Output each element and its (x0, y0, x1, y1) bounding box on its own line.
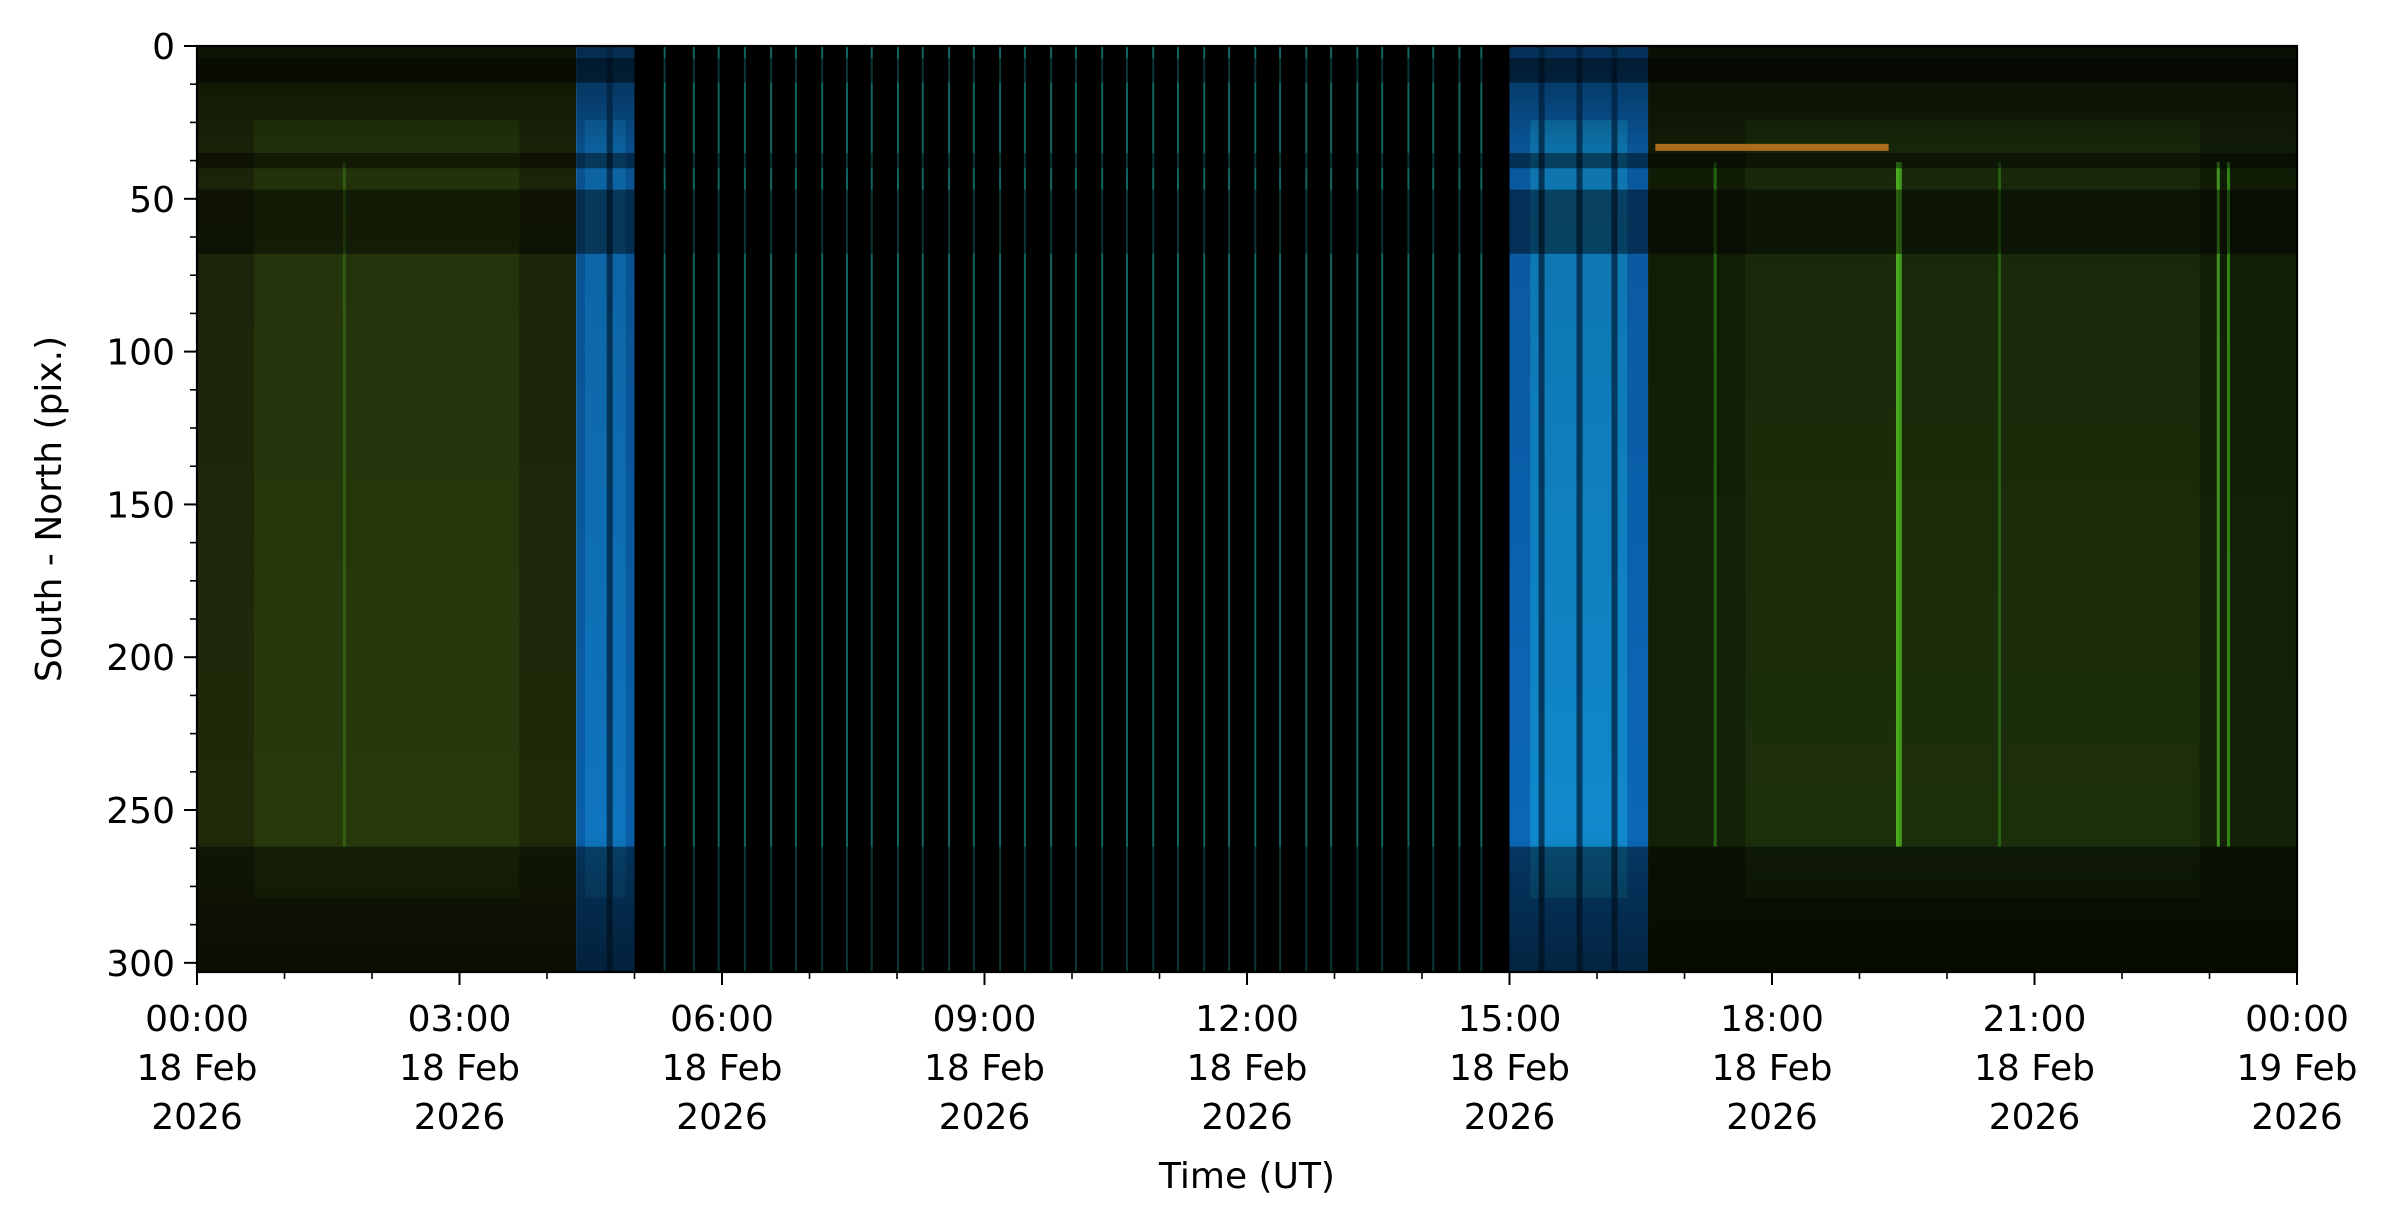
x-tick-label-5-0: 15:00 (1458, 999, 1562, 1040)
day-streak-11 (948, 46, 951, 972)
x-tick-label-2-1: 18 Feb (662, 1048, 783, 1089)
dark-band-2 (197, 189, 2297, 254)
x-tick-label-6-0: 18:00 (1720, 999, 1824, 1040)
aurora-arc-4 (1713, 162, 1717, 847)
day-streak-15 (1050, 46, 1053, 972)
day-streak-22 (1228, 46, 1231, 972)
twilight-divider-2 (1576, 46, 1583, 972)
x-tick-label-8-0: 00:00 (2245, 999, 2349, 1040)
x-tick-label-0-1: 18 Feb (137, 1048, 258, 1089)
twilight-divider-0 (606, 46, 613, 972)
day-streak-31 (1458, 46, 1461, 972)
aurora-arc-2 (2216, 162, 2220, 847)
x-tick-label-4-2: 2026 (1201, 1097, 1293, 1138)
x-tick-label-5-1: 18 Feb (1449, 1048, 1570, 1089)
plot-area (197, 46, 2297, 972)
x-tick-label-2-0: 06:00 (670, 999, 774, 1040)
x-tick-label-3-2: 2026 (939, 1097, 1031, 1138)
x-tick-label-1-2: 2026 (414, 1097, 506, 1138)
day-streak-10 (921, 46, 924, 972)
dark-band-3 (197, 846, 2297, 972)
y-tick-label-2: 100 (106, 333, 175, 374)
twilight-divider-3 (1611, 46, 1618, 972)
day-streak-20 (1177, 46, 1179, 972)
day-streak-27 (1356, 46, 1359, 972)
orange-band (1655, 143, 1889, 151)
day-streak-1 (692, 46, 695, 972)
x-tick-label-6-1: 18 Feb (1712, 1048, 1833, 1089)
segment-shade-night-end (1648, 46, 2297, 972)
y-tick-label-4: 200 (106, 638, 175, 679)
aurora-arc-1 (1898, 162, 1902, 847)
x-tick-label-5-2: 2026 (1464, 1097, 1556, 1138)
x-tick-label-0-2: 2026 (151, 1097, 243, 1138)
dark-bands (197, 58, 2297, 972)
x-tick-label-4-1: 18 Feb (1187, 1048, 1308, 1089)
x-tick-label-3-0: 09:00 (933, 999, 1037, 1040)
aurora-arc-6 (342, 162, 346, 847)
day-streak-14 (1023, 46, 1026, 972)
aurora-arc-0 (1895, 162, 1899, 847)
x-tick-label-4-0: 12:00 (1195, 999, 1299, 1040)
day-streak-16 (1074, 46, 1077, 972)
daylight-streaks (663, 46, 1483, 972)
day-streak-7 (845, 46, 848, 972)
day-streak-2 (717, 46, 720, 972)
aurora-arcs (342, 143, 2230, 847)
day-streak-9 (897, 46, 899, 972)
y-tick-label-5: 250 (106, 791, 175, 832)
x-tick-label-1-1: 18 Feb (399, 1048, 520, 1089)
day-streak-0 (663, 46, 666, 972)
day-streak-32 (1480, 46, 1483, 972)
x-tick-label-7-1: 18 Feb (1974, 1048, 2095, 1089)
y-tick-label-6: 300 (106, 944, 175, 985)
y-axis: 0 50 100 150 200 250 300 (106, 27, 197, 985)
segment-shade-dawn-twilight (576, 46, 635, 972)
x-axis-label: Time (UT) (1158, 1156, 1335, 1197)
dark-band-1 (197, 152, 2297, 169)
x-tick-label-1-0: 03:00 (408, 999, 512, 1040)
dark-band-0 (197, 58, 2297, 83)
day-streak-6 (821, 46, 824, 972)
day-streak-19 (1152, 46, 1155, 972)
twilight-divider-1 (1538, 46, 1545, 972)
day-streak-3 (743, 46, 746, 972)
x-tick-label-3-1: 18 Feb (924, 1048, 1045, 1089)
x-tick-label-0-0: 00:00 (145, 999, 249, 1040)
x-tick-label-7-2: 2026 (1989, 1097, 2081, 1138)
day-streak-23 (1254, 46, 1257, 972)
day-streak-26 (1330, 46, 1333, 972)
y-axis-label: South - North (pix.) (29, 336, 70, 682)
day-streak-8 (870, 46, 873, 972)
segment-shade-night-start (197, 46, 577, 972)
aurora-arc-5 (1998, 162, 2002, 847)
day-streak-29 (1407, 46, 1410, 972)
y-tick-label-3: 150 (106, 485, 175, 526)
day-streak-28 (1381, 46, 1384, 972)
time-segments (197, 46, 2297, 972)
x-tick-label-2-2: 2026 (676, 1097, 768, 1138)
x-tick-label-7-0: 21:00 (1983, 999, 2087, 1040)
aurora-arc-3 (2227, 162, 2230, 847)
day-streak-4 (770, 46, 773, 972)
y-tick-label-1: 50 (129, 180, 175, 221)
x-tick-label-8-2: 2026 (2251, 1097, 2343, 1138)
x-axis: 00:00 18 Feb 2026 03:00 18 Feb 2026 06:00 18 Fe… (137, 972, 2358, 1138)
day-streak-24 (1279, 46, 1282, 972)
day-streak-13 (999, 46, 1002, 972)
x-tick-label-6-2: 2026 (1726, 1097, 1818, 1138)
day-streak-5 (794, 46, 797, 972)
day-streak-17 (1101, 46, 1104, 972)
segment-shade-daylight (634, 46, 1510, 972)
day-streak-21 (1203, 46, 1206, 972)
x-tick-label-8-1: 19 Feb (2237, 1048, 2358, 1089)
y-tick-label-0: 0 (152, 27, 175, 68)
day-streak-25 (1305, 46, 1308, 972)
day-streak-18 (1125, 46, 1128, 972)
day-streak-30 (1432, 46, 1435, 972)
day-streak-12 (972, 46, 975, 972)
